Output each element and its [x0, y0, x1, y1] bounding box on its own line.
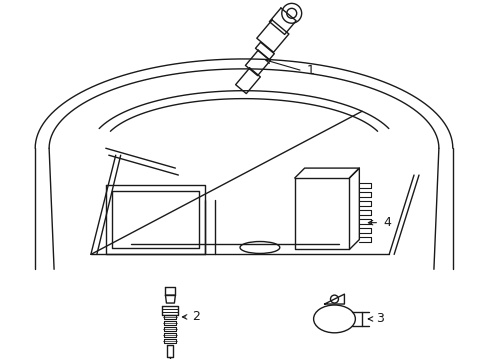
- Text: 4: 4: [383, 216, 390, 229]
- Text: 3: 3: [375, 312, 384, 325]
- Text: 1: 1: [306, 64, 314, 77]
- Text: 2: 2: [192, 310, 200, 323]
